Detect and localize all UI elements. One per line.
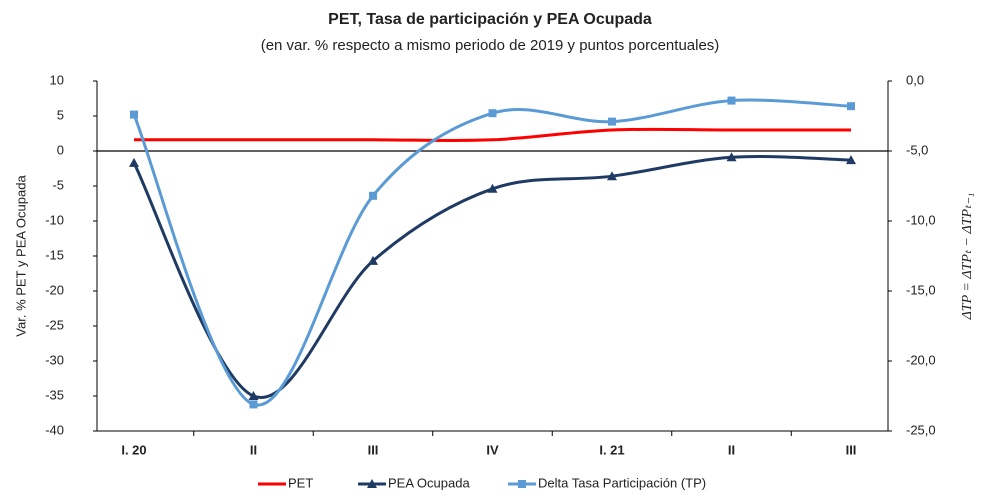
- x-tick-label: I. 21: [599, 442, 624, 457]
- x-tick-label: III: [368, 442, 379, 457]
- y-tick-label: 5: [57, 107, 64, 122]
- marker: [130, 110, 138, 119]
- marker: [367, 479, 377, 488]
- y2-tick-label: -25,0: [906, 422, 936, 437]
- y-tick-label: 10: [50, 72, 64, 87]
- marker: [368, 255, 378, 265]
- marker: [488, 109, 497, 118]
- x-tick-label: II: [728, 442, 735, 457]
- x-tick-label: IV: [486, 442, 499, 457]
- marker: [487, 183, 498, 193]
- series-line: [132, 98, 852, 407]
- y-tick-label: -35: [45, 387, 64, 402]
- y2-axis-title: ΔTP = ΔTPₜ − ΔTPₜ₋₁: [960, 193, 975, 321]
- x-tick-label: I. 20: [121, 442, 146, 457]
- marker: [846, 155, 856, 165]
- y2-tick-label: -5,0: [906, 142, 928, 157]
- y-tick-label: -10: [45, 212, 64, 227]
- marker: [607, 171, 617, 181]
- marker: [129, 157, 139, 167]
- y-axis-title: Var. % PET y PEA Ocupada: [13, 175, 28, 337]
- y-tick-label: -20: [45, 282, 64, 297]
- y-tick-label: -25: [45, 317, 64, 332]
- legend-label: PEA Ocupada: [388, 475, 470, 490]
- y-tick-label: -5: [52, 177, 64, 192]
- marker: [726, 152, 737, 162]
- marker: [369, 191, 377, 200]
- legend-label: Delta Tasa Participación (TP): [538, 475, 706, 490]
- y2-tick-label: -15,0: [906, 282, 936, 297]
- marker: [608, 117, 616, 126]
- series-line: [132, 155, 852, 400]
- y2-tick-label: -10,0: [906, 212, 936, 227]
- marker: [518, 480, 526, 488]
- x-tick-label: III: [846, 442, 857, 457]
- y-tick-label: 0: [57, 142, 64, 157]
- y2-tick-label: 0,0: [906, 72, 924, 87]
- marker: [727, 96, 736, 105]
- y-tick-label: -40: [45, 422, 64, 437]
- chart-subtitle: (en var. % respecto a mismo periodo de 2…: [261, 37, 720, 54]
- marker: [847, 102, 855, 111]
- marker: [249, 400, 258, 409]
- y2-tick-label: -20,0: [906, 352, 936, 367]
- x-tick-label: II: [250, 442, 257, 457]
- marker: [248, 391, 259, 400]
- series-line: [134, 127, 851, 143]
- chart-title: PET, Tasa de participación y PEA Ocupada: [328, 11, 652, 28]
- y-tick-label: -30: [45, 352, 64, 367]
- legend-label: PET: [288, 475, 313, 490]
- y-tick-label: -15: [45, 247, 64, 262]
